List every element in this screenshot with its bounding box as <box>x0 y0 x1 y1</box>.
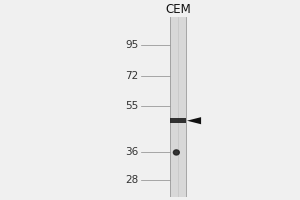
Text: CEM: CEM <box>165 3 191 16</box>
Text: 72: 72 <box>125 71 138 81</box>
Text: 55: 55 <box>125 101 138 111</box>
Bar <box>170 17 186 197</box>
Text: 28: 28 <box>125 175 138 185</box>
Polygon shape <box>187 117 201 124</box>
Bar <box>170 118 186 123</box>
Text: 95: 95 <box>125 40 138 50</box>
Text: 36: 36 <box>125 147 138 157</box>
Circle shape <box>173 150 179 155</box>
